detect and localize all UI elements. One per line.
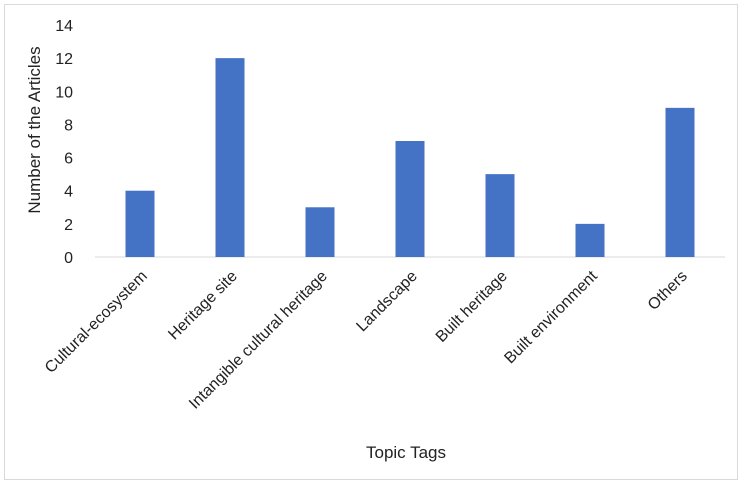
x-axis-title: Topic Tags xyxy=(366,443,446,462)
y-axis-ticks: 0 2 4 6 8 10 12 14 xyxy=(55,18,73,267)
bar xyxy=(485,174,515,257)
y-tick-label: 4 xyxy=(64,184,73,201)
bars xyxy=(125,58,695,258)
bar xyxy=(395,141,425,257)
x-category-label: Landscape xyxy=(353,268,420,335)
bar xyxy=(215,58,245,258)
bar xyxy=(665,107,695,257)
x-category-label: Built heritage xyxy=(433,268,511,346)
bar xyxy=(305,207,335,257)
y-tick-label: 12 xyxy=(55,51,73,68)
y-axis-title: Number of the Articles xyxy=(25,46,44,213)
x-category-label: Built environment xyxy=(501,267,601,367)
x-category-label: Cultural-ecosystem xyxy=(42,268,151,377)
bar xyxy=(575,223,605,257)
y-tick-label: 2 xyxy=(64,217,73,234)
x-category-label: Others xyxy=(645,268,691,314)
y-tick-label: 0 xyxy=(64,250,73,267)
bar xyxy=(125,190,155,257)
y-tick-label: 10 xyxy=(55,84,73,101)
y-tick-label: 14 xyxy=(55,18,73,35)
y-tick-label: 6 xyxy=(64,151,73,168)
x-category-label: Heritage site xyxy=(165,268,241,344)
x-axis-category-labels: Cultural-ecosystem Heritage siteIntangibl… xyxy=(42,267,691,412)
y-tick-label: 8 xyxy=(64,117,73,134)
